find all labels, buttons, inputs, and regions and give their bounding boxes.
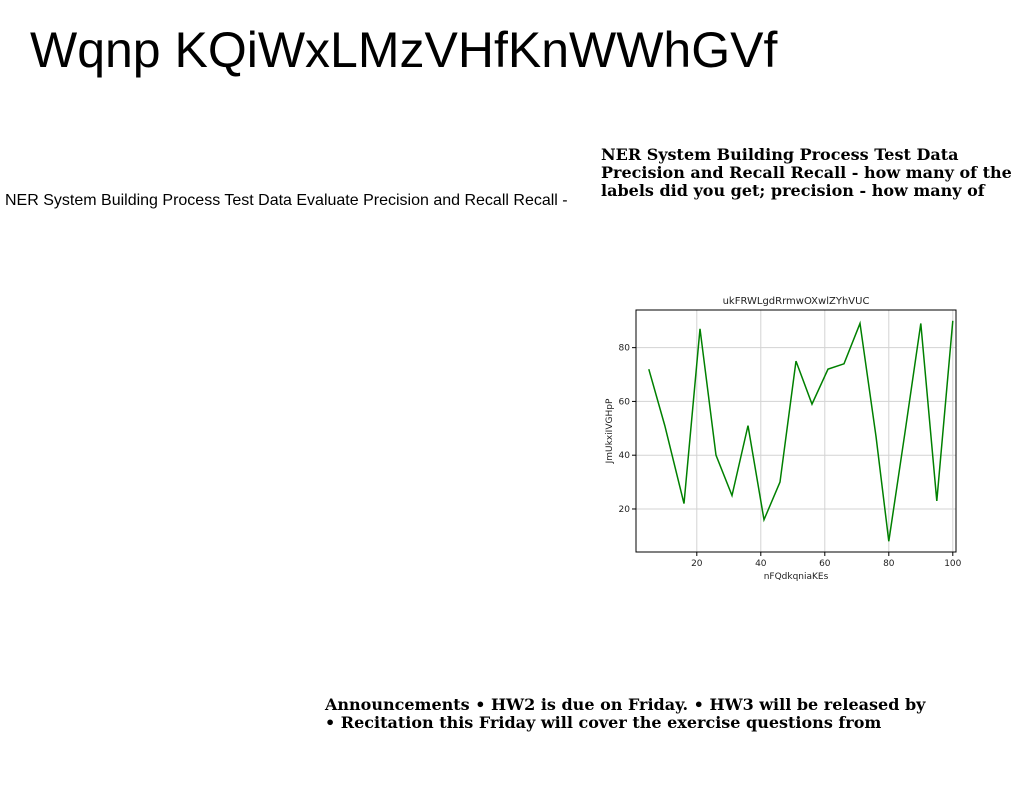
y-tick-label: 60 [619,397,631,407]
y-axis-label: JmUkxiIVGHpP [605,398,615,464]
chart-title: ukFRWLgdRrmwOXwlZYhVUC [723,296,870,307]
right-text-line: Precision and Recall Recall - how many o… [601,163,1012,182]
announcements: Announcements • HW2 is due on Friday. • … [325,696,965,732]
body-text-left: NER System Building Process Test Data Ev… [5,192,568,209]
x-tick-label: 40 [755,559,767,569]
x-tick-label: 80 [883,559,895,569]
right-text-line: labels did you get; precision - how many… [601,181,985,200]
line-chart-svg: 20 40 60 80 100 20 40 60 80 ukFRWLgdRrmwOXwlZYhV… [605,296,962,582]
x-axis-label: nFQdkqniaKEs [764,572,829,582]
slide-title: Wqnp KQiWxLMzVHfKnWWhGVf [30,22,778,78]
x-tick-label: 100 [944,559,961,569]
tick-layer: 20 40 60 80 100 20 40 60 80 [619,344,962,569]
y-tick-label: 40 [619,451,631,461]
point-layer [648,320,953,542]
body-text-right: NER System Building Process Test Data Pr… [601,146,1019,200]
plot-frame [635,309,957,553]
right-text-line: NER System Building Process Test Data [601,145,959,164]
announcement-line: Announcements • HW2 is due on Friday. • … [325,695,926,714]
y-tick-label: 20 [619,505,631,515]
series-line [648,320,954,542]
x-tick-label: 20 [691,559,703,569]
x-tick-label: 60 [819,559,831,569]
line-chart: 20 40 60 80 100 20 40 60 80 ukFRWLgdRrmwOXwlZYhV… [600,290,970,585]
announcement-line: • Recitation this Friday will cover the … [325,713,882,732]
grid-layer [636,310,956,552]
y-tick-label: 80 [619,344,631,354]
